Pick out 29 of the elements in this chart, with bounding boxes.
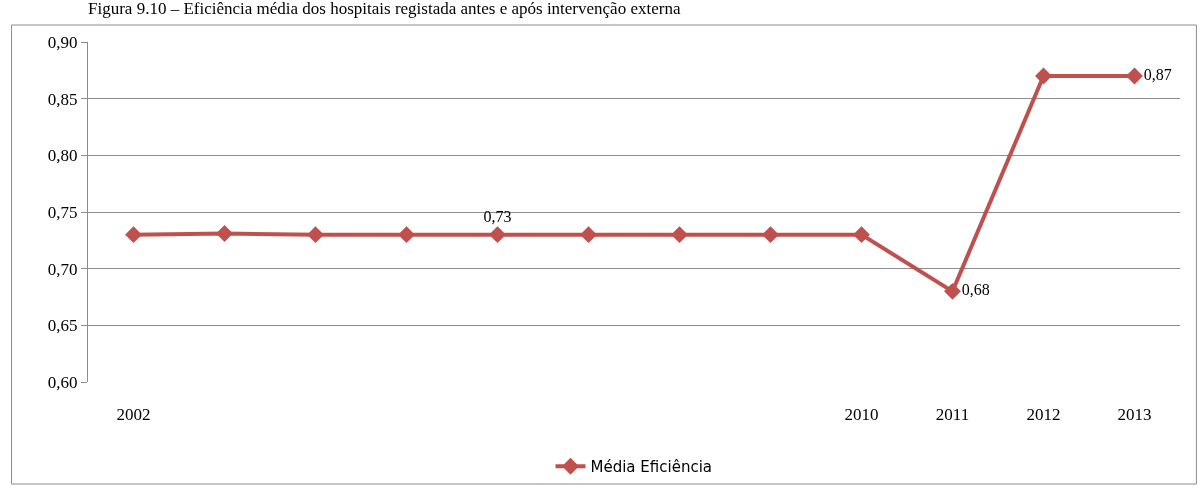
x-tick-label: 2010 bbox=[844, 405, 879, 424]
point bbox=[125, 226, 142, 244]
y-tick-label: 0,60 bbox=[47, 372, 78, 392]
point bbox=[944, 282, 961, 300]
y-tick-label: 0,75 bbox=[47, 202, 78, 222]
y-tick-label: 0,85 bbox=[47, 89, 78, 109]
y-tick-label: 0,65 bbox=[47, 316, 78, 336]
point bbox=[853, 226, 870, 244]
y-tick-label: 0,90 bbox=[47, 32, 78, 52]
point bbox=[1035, 67, 1052, 85]
y-tick-label: 0,80 bbox=[47, 146, 78, 166]
point bbox=[489, 226, 506, 244]
x-tick-label: 2011 bbox=[935, 405, 970, 424]
x-tick-label: 2013 bbox=[1117, 405, 1152, 424]
point bbox=[398, 226, 415, 244]
legend-label: Média Eficiência bbox=[590, 458, 713, 477]
x-tick-label: 2002 bbox=[116, 405, 151, 424]
point bbox=[216, 225, 233, 242]
x-tick-label: 2012 bbox=[1026, 405, 1061, 424]
point bbox=[307, 226, 324, 244]
y-tick-label: 0,70 bbox=[47, 259, 78, 279]
point bbox=[580, 226, 597, 244]
point bbox=[1126, 67, 1143, 85]
point bbox=[671, 226, 688, 244]
data-label: 0,68 bbox=[961, 281, 990, 299]
data-label: 0,87 bbox=[1143, 66, 1172, 83]
point bbox=[762, 226, 779, 244]
chart-title: Figura 9.10 – Eficiência média dos hospitais registada antes e após intervenção externa bbox=[88, 0, 681, 19]
data-label: 0,73 bbox=[483, 207, 512, 225]
